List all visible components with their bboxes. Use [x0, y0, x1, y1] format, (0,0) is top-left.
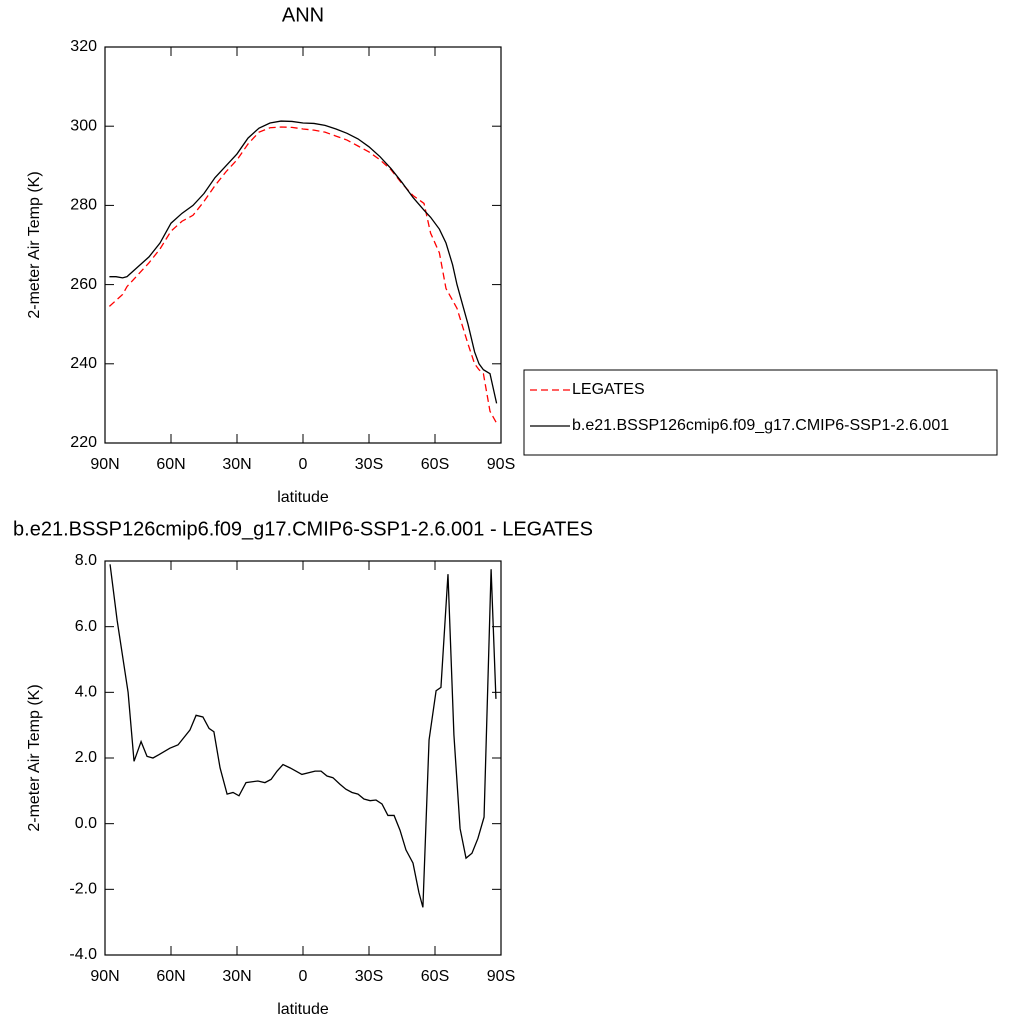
plot-frame	[104, 46, 502, 444]
x-axis-label: latitude	[277, 489, 329, 506]
x-tick-label: 90S	[487, 968, 515, 985]
x-tick-label: 30S	[355, 456, 383, 473]
y-tick-label: 4.0	[75, 684, 97, 701]
y-tick-label: -2.0	[69, 881, 97, 898]
x-tick-label: 90S	[487, 456, 515, 473]
y-tick-label: 2.0	[75, 749, 97, 766]
x-tick-label: 60S	[421, 968, 449, 985]
x-tick-label: 60N	[156, 968, 185, 985]
y-tick-label: 8.0	[75, 552, 97, 569]
y-tick-label: 6.0	[75, 618, 97, 635]
data-line	[109, 564, 497, 908]
y-tick-label: 320	[70, 38, 97, 55]
legend-box	[523, 369, 998, 456]
x-tick-label: 0	[299, 456, 308, 473]
legend-label: b.e21.BSSP126cmip6.f09_g17.CMIP6-SSP1-2.…	[572, 417, 949, 434]
x-tick-label: 0	[299, 968, 308, 985]
y-tick-label: 240	[70, 355, 97, 372]
x-tick-label: 30S	[355, 968, 383, 985]
x-tick-label: 30N	[222, 968, 251, 985]
y-tick-label: -4.0	[69, 946, 97, 963]
y-axis-label: 2-meter Air Temp (K)	[26, 171, 43, 318]
x-tick-label: 90N	[90, 456, 119, 473]
y-tick-label: 0.0	[75, 815, 97, 832]
x-tick-label: 30N	[222, 456, 251, 473]
legend-label: LEGATES	[572, 381, 645, 398]
chart-title: ANN	[282, 4, 324, 26]
plot-frame	[104, 560, 502, 956]
y-tick-label: 220	[70, 434, 97, 451]
y-tick-label: 280	[70, 197, 97, 214]
chart-title: b.e21.BSSP126cmip6.f09_g17.CMIP6-SSP1-2.…	[13, 518, 593, 540]
x-tick-label: 90N	[90, 968, 119, 985]
y-axis-label: 2-meter Air Temp (K)	[26, 684, 43, 831]
y-tick-label: 300	[70, 117, 97, 134]
data-line	[109, 120, 498, 404]
data-line	[108, 126, 498, 424]
x-axis-label: latitude	[277, 1001, 329, 1018]
y-tick-label: 260	[70, 276, 97, 293]
x-tick-label: 60S	[421, 456, 449, 473]
x-tick-label: 60N	[156, 456, 185, 473]
